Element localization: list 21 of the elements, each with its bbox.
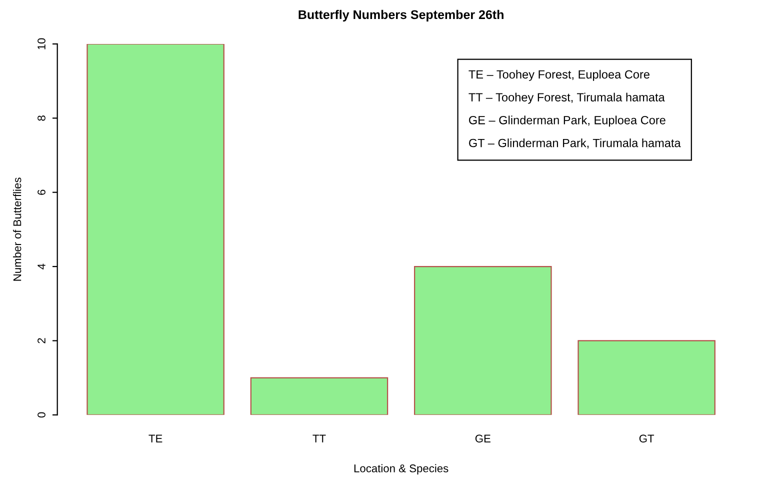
x-axis-title: Location & Species (354, 464, 448, 474)
annotation: TE – Toohey Forest, Euploea Core (468, 70, 650, 81)
bar (578, 340, 716, 415)
annotation: GT – Glinderman Park, Tirumala hamata (469, 138, 681, 149)
y-tick-label: 6 (38, 190, 46, 195)
y-tick-label: 0 (38, 412, 46, 418)
y-tick-label: 8 (38, 116, 46, 121)
bar (414, 266, 552, 415)
bar (250, 377, 388, 415)
y-axis-title: Number of Butterflies (13, 178, 22, 281)
annotation: GE – Glinderman Park, Euploea Core (469, 116, 666, 127)
annotation: TT – Toohey Forest, Tirumala hamata (468, 92, 665, 104)
x-tick-label: TE (148, 434, 162, 442)
y-tick-label: 10 (38, 38, 46, 50)
chart-title: Butterfly Numbers September 26th (298, 10, 504, 22)
x-tick-label: TT (312, 434, 326, 442)
x-tick-label: GT (639, 434, 654, 443)
y-tick-label: 4 (38, 264, 46, 270)
y-tick-label: 2 (38, 338, 46, 344)
x-tick-label: GE (475, 434, 490, 443)
bar (86, 44, 224, 415)
